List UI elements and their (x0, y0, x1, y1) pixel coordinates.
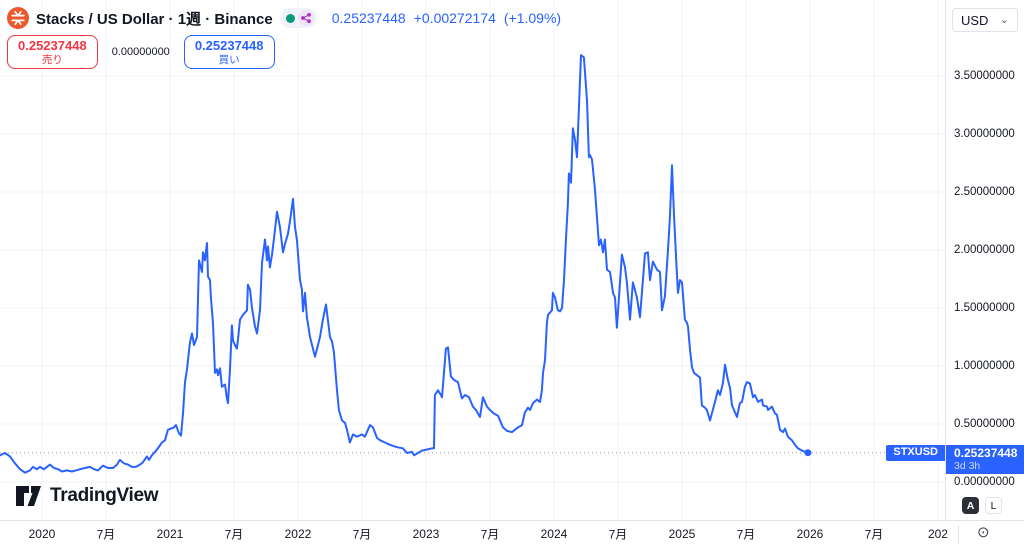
time-tick-label: 2020 (28, 527, 56, 541)
chevron-down-icon: ⌄ (999, 14, 1009, 26)
price-tick-label: 1.00000000 (954, 359, 1015, 372)
market-open-dot-icon (285, 13, 295, 23)
time-tick-label: 2026 (796, 527, 824, 541)
time-tick-label: 7月 (736, 527, 756, 542)
last-price-marker (804, 449, 812, 457)
buy-price: 0.25237448 (194, 38, 264, 53)
time-tick-label: 202 (927, 527, 948, 541)
time-tick-label: 2023 (412, 527, 440, 541)
spread-value: 0.00000000 (111, 46, 170, 59)
quote-summary: 0.25237448 +0.00272174 (+1.09%) (332, 10, 561, 26)
price-tick-label: 2.00000000 (954, 243, 1015, 256)
share-icon[interactable] (297, 10, 314, 26)
market-status-pill[interactable] (279, 8, 317, 28)
scale-buttons: A L (962, 497, 1002, 514)
stacks-logo-icon (7, 7, 29, 29)
sell-price: 0.25237448 (18, 38, 87, 53)
currency-dropdown-value: USD (961, 12, 989, 28)
price-tick-label: 3.50000000 (954, 69, 1015, 82)
tradingview-logo-icon (15, 485, 42, 507)
time-tick-label: 2024 (540, 527, 568, 541)
buy-button[interactable]: 0.25237448 買い (183, 35, 275, 70)
time-tick-label: 7月 (224, 527, 244, 542)
last-price: 0.25237448 (331, 10, 406, 26)
buy-label: 買い (218, 53, 240, 66)
price-tick-label: 2.50000000 (954, 185, 1015, 198)
price-axis[interactable]: USD ⌄ 3.50000000 3.00000000 2.50000000 2.00… (945, 0, 1024, 520)
series-label-badge[interactable]: STXUSD (886, 444, 945, 461)
sell-label: 売り (41, 53, 63, 66)
time-tick-label: 7月 (608, 527, 628, 542)
bar-countdown: 3d 3h (954, 459, 981, 472)
symbol-title[interactable]: Stacks / US Dollar · 1週 · Binance (36, 10, 273, 28)
time-tick-label: 7月 (352, 527, 372, 542)
price-change: +0.00272174 (413, 10, 496, 26)
time-tick-label: 2025 (668, 527, 696, 541)
current-price-value: 0.25237448 (954, 445, 1018, 460)
sell-button[interactable]: 0.25237448 売り (7, 35, 98, 70)
tradingview-logo[interactable]: TradingView (15, 485, 159, 507)
price-tick-label: 3.00000000 (954, 127, 1015, 140)
price-tick-label: 1.50000000 (954, 301, 1015, 314)
price-tick-label: 0.00000000 (954, 475, 1015, 488)
log-scale-button[interactable]: L (985, 497, 1002, 514)
time-tick-label: 2022 (284, 527, 312, 541)
chart-header: Stacks / US Dollar · 1週 · Binance 0.2523 (7, 6, 561, 70)
chart-plot-area[interactable]: Stacks / US Dollar · 1週 · Binance 0.2523 (0, 0, 945, 520)
auto-scale-button[interactable]: A (962, 497, 979, 514)
price-line-series (0, 54, 809, 474)
go-to-date-icon[interactable]: ⊙ (977, 524, 990, 541)
price-tick-label: 0.50000000 (954, 417, 1015, 430)
currency-dropdown[interactable]: USD ⌄ (952, 8, 1018, 32)
price-chart[interactable] (0, 0, 945, 520)
current-price-badge: 0.25237448 3d 3h (946, 444, 1024, 474)
time-axis[interactable]: 2020 7月 2021 7月 2022 7月 2023 7月 2024 7月 2025 7月 2026… (0, 520, 1024, 547)
time-tick-label: 7月 (864, 527, 884, 542)
time-tick-label: 2021 (156, 527, 184, 541)
axis-separator (958, 525, 959, 544)
time-tick-label: 7月 (480, 527, 500, 542)
price-change-percent: (+1.09%) (503, 10, 562, 26)
time-tick-label: 7月 (96, 527, 116, 542)
tradingview-logo-text: TradingView (50, 485, 159, 506)
